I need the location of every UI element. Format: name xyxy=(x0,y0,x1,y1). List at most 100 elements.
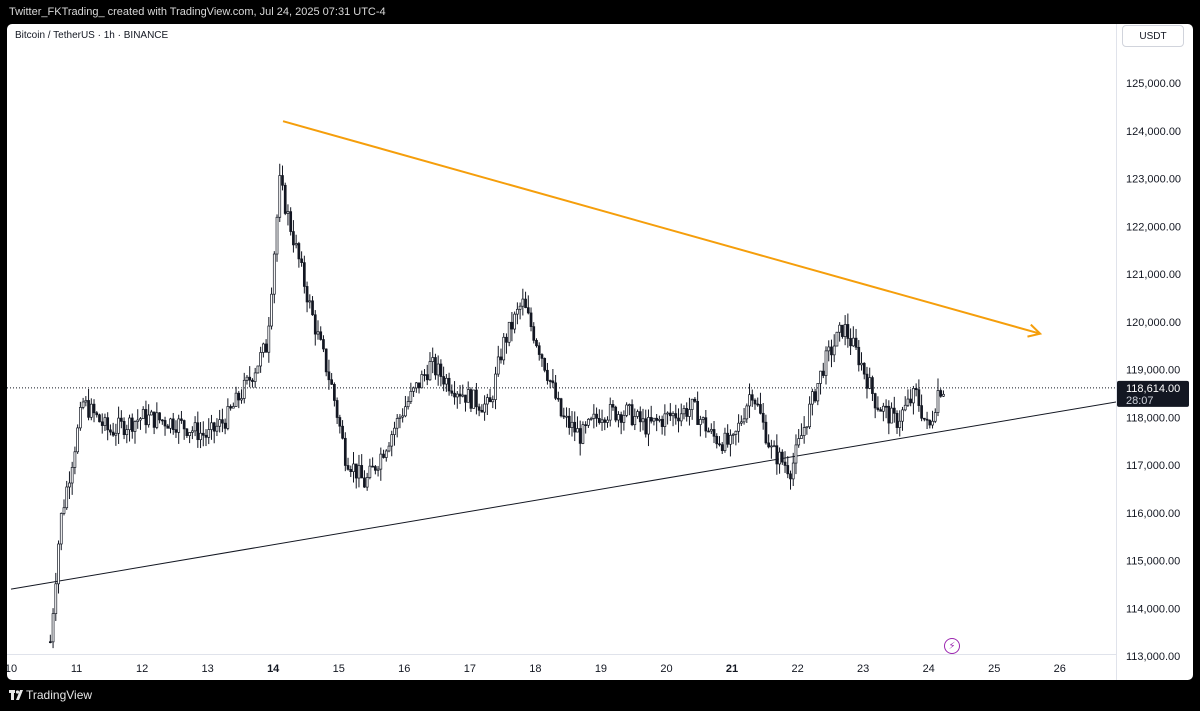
lightning-icon[interactable]: ⚡ xyxy=(944,638,960,654)
candle xyxy=(450,384,454,397)
candle xyxy=(373,465,377,475)
candle xyxy=(231,402,235,409)
candle-body xyxy=(84,400,88,403)
candle-body xyxy=(677,417,680,422)
candle xyxy=(434,353,437,380)
candle xyxy=(903,396,907,412)
candle xyxy=(472,389,476,409)
candle xyxy=(70,461,74,495)
time-tick-label: 14 xyxy=(267,663,280,675)
candle-body xyxy=(851,337,855,347)
candle-body xyxy=(259,352,262,367)
candle xyxy=(308,294,312,309)
candle-body xyxy=(846,324,850,339)
candle-body xyxy=(920,405,923,419)
candle-body xyxy=(619,414,623,423)
candle-body xyxy=(595,413,598,419)
symbol-label[interactable]: Bitcoin / TetherUS · 1h · BINANCE xyxy=(15,30,169,41)
candle xyxy=(401,408,405,423)
candle-body xyxy=(87,400,90,418)
candle-body xyxy=(171,418,175,430)
candle xyxy=(327,359,331,390)
candle-body xyxy=(871,377,874,394)
candle xyxy=(546,362,549,385)
candle xyxy=(466,381,470,403)
candle xyxy=(185,428,189,438)
candle-body xyxy=(327,371,331,381)
candle xyxy=(281,165,284,191)
candle xyxy=(485,393,489,415)
candle xyxy=(354,463,358,489)
candle-body xyxy=(505,336,508,343)
candle-body xyxy=(901,409,904,422)
candle-body xyxy=(660,418,664,427)
candle-body xyxy=(248,376,252,381)
candle xyxy=(505,333,508,354)
candle-body xyxy=(516,308,519,315)
candle xyxy=(136,409,140,429)
candle-body xyxy=(617,414,620,421)
candle xyxy=(128,414,131,442)
candle xyxy=(488,388,492,403)
candle-body xyxy=(835,331,839,347)
candle xyxy=(57,540,60,594)
currency-button[interactable]: USDT xyxy=(1122,25,1184,47)
price-chart[interactable]: 113,000.00 114,000.00 115,000.00 116,000.00… xyxy=(7,24,1193,680)
candle-body xyxy=(95,412,99,416)
candle-body xyxy=(182,420,186,430)
candle-body xyxy=(748,394,751,407)
trend-arrow-line xyxy=(282,120,1041,335)
candle xyxy=(619,411,623,435)
candle xyxy=(898,410,902,437)
candle xyxy=(860,352,863,371)
candle xyxy=(147,404,151,428)
candle xyxy=(480,404,484,413)
candle-body xyxy=(922,417,926,420)
candle xyxy=(313,310,317,346)
candle xyxy=(158,412,161,424)
candle-body xyxy=(160,419,164,422)
candle-body xyxy=(827,346,831,352)
candle xyxy=(253,367,257,388)
candle xyxy=(106,412,110,441)
chart-panel[interactable]: 113,000.00 114,000.00 115,000.00 116,000.00… xyxy=(7,24,1193,680)
candle-body xyxy=(125,429,129,436)
candle xyxy=(475,382,478,415)
candle xyxy=(699,415,702,437)
candle xyxy=(100,413,104,434)
candle-body xyxy=(152,411,156,428)
candle-body xyxy=(524,298,527,309)
candle-body xyxy=(174,429,178,433)
last-price-label: 118,614.00 xyxy=(1126,383,1180,395)
candle xyxy=(780,449,784,465)
candle xyxy=(423,369,426,382)
candle-body xyxy=(556,397,560,400)
candle-body xyxy=(633,416,637,426)
candle-body xyxy=(439,363,443,377)
candle-body xyxy=(70,467,74,484)
candle xyxy=(884,399,888,419)
candle xyxy=(551,368,555,388)
candle xyxy=(201,421,205,447)
candle xyxy=(180,410,183,424)
candle xyxy=(412,386,415,397)
candle-body xyxy=(360,465,364,479)
candle-body xyxy=(652,417,656,422)
candle-body xyxy=(212,422,216,432)
footer-bar: TradingView xyxy=(0,680,1200,711)
candle-body xyxy=(942,393,945,397)
candle-body xyxy=(925,418,929,421)
candle xyxy=(191,426,194,440)
candle xyxy=(567,408,571,435)
candle-body xyxy=(507,321,511,343)
candle xyxy=(739,415,743,426)
candle-body xyxy=(286,211,290,214)
candle-body xyxy=(455,393,459,398)
candle-body xyxy=(414,382,418,389)
candle-body xyxy=(668,412,672,417)
candle xyxy=(854,328,858,350)
candle-body xyxy=(726,432,730,445)
candle-body xyxy=(390,434,394,447)
candle-body xyxy=(830,346,833,356)
drawings-layer xyxy=(10,401,1116,590)
